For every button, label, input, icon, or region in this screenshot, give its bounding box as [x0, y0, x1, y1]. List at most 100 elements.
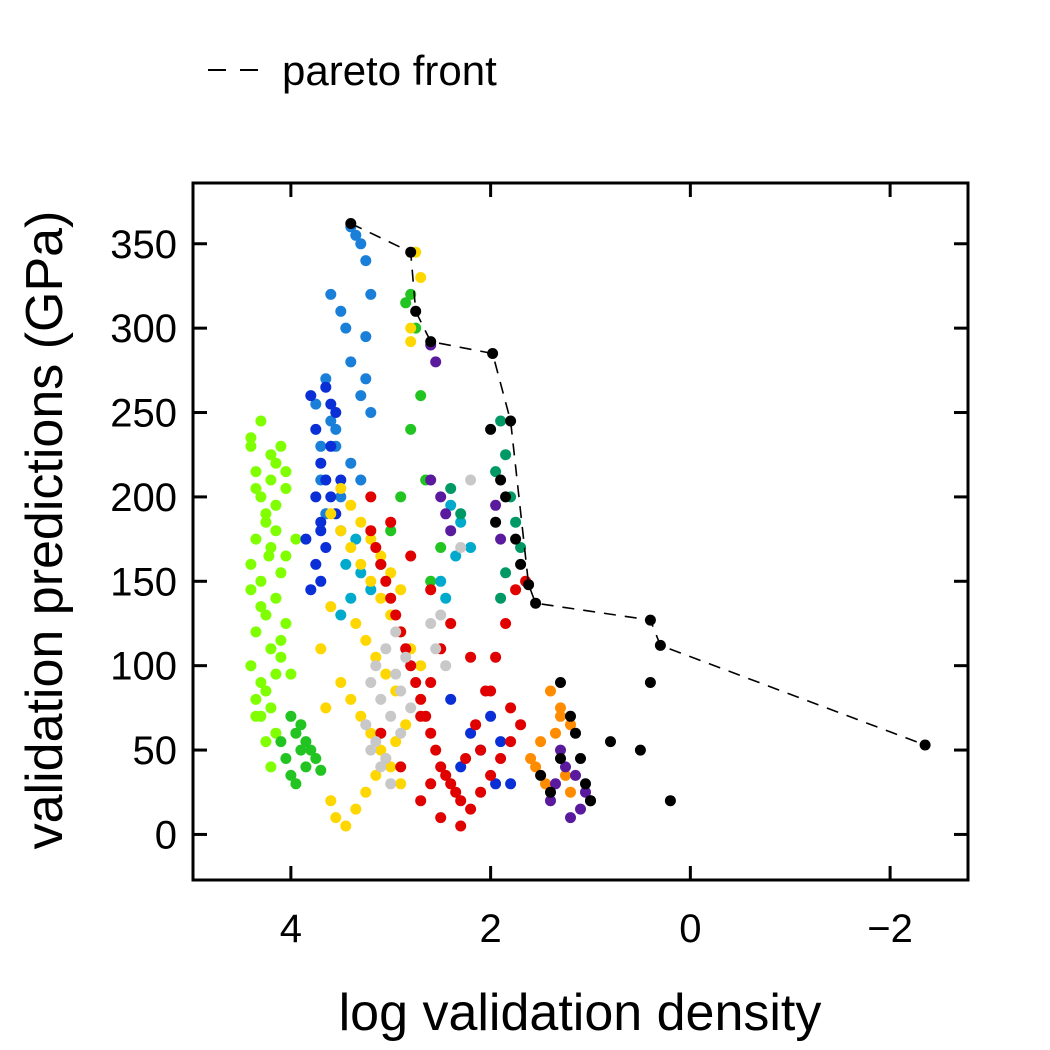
data-point — [305, 390, 317, 402]
data-point — [390, 668, 402, 680]
data-point — [545, 685, 556, 697]
data-point — [350, 803, 362, 815]
data-point — [440, 769, 452, 781]
data-point — [340, 558, 352, 570]
data-point — [365, 584, 377, 596]
data-point — [505, 736, 517, 748]
data-point — [290, 533, 302, 545]
data-point — [485, 685, 497, 697]
data-point — [365, 491, 377, 503]
data-point — [555, 702, 566, 714]
data-point — [370, 736, 382, 748]
data-point — [385, 567, 397, 579]
data-point — [390, 609, 402, 621]
data-point — [555, 677, 566, 688]
data-point — [315, 457, 327, 469]
data-point — [450, 550, 462, 562]
data-point — [435, 761, 447, 773]
data-point — [310, 423, 322, 435]
pareto-point — [405, 246, 417, 258]
pareto-point — [919, 739, 931, 751]
data-point — [485, 710, 497, 722]
data-point — [325, 508, 337, 520]
data-point — [565, 812, 576, 824]
data-point — [275, 567, 287, 579]
data-point — [290, 727, 302, 739]
data-point — [325, 398, 337, 410]
x-axis-title: log validation density — [339, 984, 822, 1042]
y-tick-label: 50 — [133, 729, 178, 773]
data-point — [490, 499, 502, 511]
axis-ticks-layer: 4 2 0 −2 0 50 100 150 200 250 300 350 — [110, 183, 968, 951]
data-point — [545, 795, 556, 807]
data-point — [500, 618, 512, 629]
data-point — [385, 761, 397, 773]
data-point — [370, 769, 382, 781]
data-point — [265, 474, 277, 486]
data-point — [250, 693, 262, 705]
data-point — [280, 753, 292, 764]
data-point — [385, 592, 397, 604]
data-point — [430, 643, 442, 655]
data-point — [405, 550, 417, 562]
data-point — [355, 516, 367, 528]
data-point — [335, 525, 347, 537]
data-point — [385, 516, 397, 528]
data-point — [285, 769, 297, 781]
data-point — [265, 542, 277, 553]
data-point — [445, 499, 457, 511]
data-point — [370, 542, 382, 553]
data-point — [515, 542, 527, 553]
data-point — [245, 584, 257, 596]
data-point — [555, 753, 566, 764]
data-point — [475, 786, 487, 798]
data-point — [345, 542, 357, 553]
plot-frame — [191, 181, 970, 882]
data-point — [490, 778, 502, 790]
data-point — [545, 786, 556, 798]
data-point — [455, 508, 467, 520]
data-point — [255, 677, 267, 688]
data-point — [405, 423, 417, 435]
data-point — [275, 634, 287, 646]
data-point — [260, 516, 272, 528]
data-point — [510, 533, 522, 545]
data-point — [510, 584, 522, 596]
data-point — [270, 727, 282, 739]
data-point — [370, 651, 382, 663]
data-point — [300, 736, 312, 748]
data-point — [260, 736, 272, 748]
data-point — [300, 761, 312, 773]
data-point — [330, 812, 342, 824]
data-point — [265, 761, 277, 773]
data-point — [360, 373, 372, 385]
data-point — [455, 516, 467, 528]
data-point — [325, 601, 337, 613]
data-point — [500, 491, 512, 503]
data-point — [455, 761, 467, 773]
data-point — [585, 795, 596, 807]
data-point — [555, 744, 566, 756]
data-point — [315, 575, 327, 587]
data-point — [260, 508, 272, 520]
pareto-point — [410, 305, 422, 317]
pareto-point — [644, 614, 656, 626]
data-point — [540, 778, 551, 790]
y-tick-label: 0 — [155, 813, 177, 857]
x-tick-label: 0 — [679, 907, 701, 951]
data-point — [345, 693, 357, 705]
data-point — [270, 592, 282, 604]
data-point — [490, 466, 502, 478]
data-point — [245, 558, 257, 570]
data-point — [250, 533, 262, 545]
data-point — [395, 491, 407, 503]
data-point — [340, 322, 352, 334]
data-point — [255, 710, 267, 722]
data-point — [345, 356, 357, 368]
data-point — [375, 558, 387, 570]
data-point — [400, 297, 412, 309]
data-point — [445, 778, 457, 790]
data-point — [325, 415, 337, 427]
data-point — [370, 660, 382, 672]
